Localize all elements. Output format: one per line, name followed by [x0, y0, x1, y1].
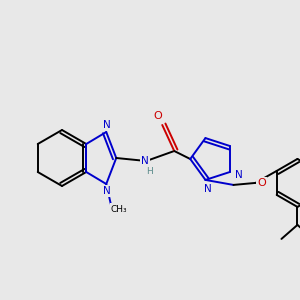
Text: O: O: [154, 111, 163, 121]
Text: N: N: [141, 156, 149, 166]
Text: H: H: [146, 167, 153, 176]
Text: O: O: [257, 178, 266, 188]
Text: N: N: [235, 170, 243, 180]
Text: N: N: [103, 186, 111, 196]
Text: N: N: [204, 184, 211, 194]
Text: CH₃: CH₃: [111, 205, 128, 214]
Text: N: N: [103, 120, 111, 130]
